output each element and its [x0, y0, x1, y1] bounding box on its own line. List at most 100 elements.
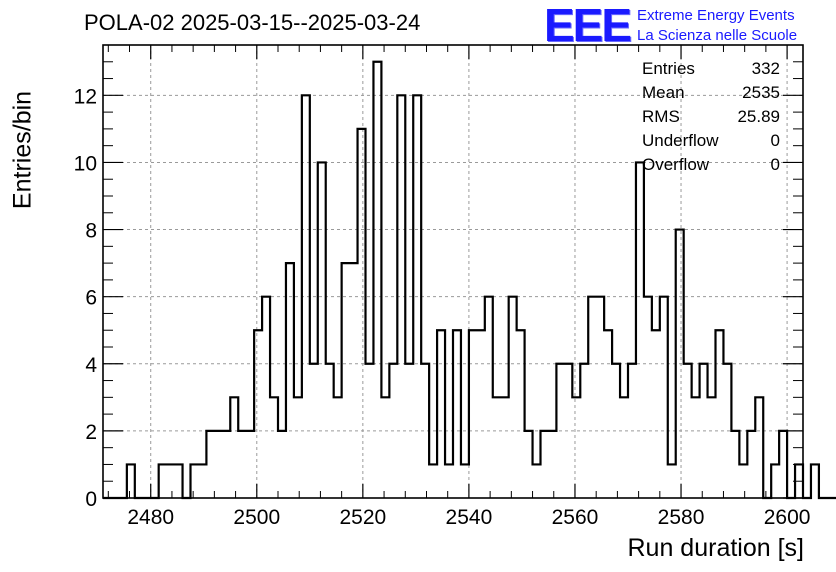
- y-tick-label: 2: [85, 421, 97, 444]
- histogram-bin: [525, 431, 533, 498]
- histogram-bin: [652, 330, 660, 498]
- histogram-bin: [342, 263, 350, 498]
- histogram-bin: [485, 297, 493, 498]
- histogram-bin: [636, 162, 644, 498]
- stat-label-overflow: Overflow: [642, 155, 710, 174]
- histogram-bin: [334, 397, 342, 498]
- histogram-bin: [747, 431, 755, 498]
- grid-lines: [103, 45, 803, 498]
- histogram-bin: [604, 330, 612, 498]
- y-tick-label: 4: [85, 354, 97, 377]
- histogram-bin: [294, 397, 302, 498]
- histogram-bin: [358, 129, 366, 498]
- x-tick-label: 2580: [658, 506, 705, 529]
- y-tick-label: 0: [85, 488, 97, 511]
- stats-box: Entries 332 Mean 2535 RMS 25.89 Underflo…: [642, 58, 780, 178]
- histogram-bin: [373, 62, 381, 498]
- histogram-bin: [350, 263, 358, 498]
- y-axis-title: Entries/bin: [8, 90, 37, 210]
- histogram-bin: [159, 464, 167, 498]
- x-tick-label: 2480: [127, 506, 174, 529]
- y-tick-label: 10: [74, 152, 97, 175]
- histogram-bin: [588, 297, 596, 498]
- histogram-bin: [708, 397, 716, 498]
- histogram-step-line: [103, 60, 836, 500]
- chart-title: POLA-02 2025-03-15--2025-03-24: [84, 10, 421, 35]
- histogram-bin: [660, 297, 668, 498]
- y-tick-label: 6: [85, 287, 97, 310]
- histogram-bin: [206, 431, 214, 498]
- histogram-bin: [437, 330, 445, 498]
- y-axis-title-box: Entries/bin: [8, 91, 38, 209]
- stat-row-overflow: Overflow 0: [642, 154, 780, 178]
- histogram-bin: [254, 330, 262, 498]
- axis-ticks: [103, 44, 803, 499]
- histogram-bin: [771, 464, 779, 498]
- x-tick-label: 2540: [446, 506, 493, 529]
- histogram-bin: [238, 431, 246, 498]
- stat-row-rms: RMS 25.89: [642, 106, 780, 130]
- stat-value-underflow: 0: [770, 131, 780, 150]
- eee-logo-mark: EEE: [544, 0, 632, 51]
- histogram-bin: [230, 397, 238, 498]
- x-tick-label: 2500: [233, 506, 280, 529]
- histogram-bin: [278, 431, 286, 498]
- histogram-bin: [739, 464, 747, 498]
- histogram-bin: [198, 464, 206, 498]
- logo-line-1: Extreme Energy Events: [637, 7, 795, 24]
- histogram-bin: [716, 330, 724, 498]
- histogram-bin: [501, 397, 509, 498]
- histogram-bin: [644, 297, 652, 498]
- stat-value-overflow: 0: [770, 155, 780, 174]
- x-tick-label: 2600: [764, 506, 811, 529]
- stat-label-underflow: Underflow: [642, 131, 719, 150]
- y-tick-label: 8: [85, 220, 97, 243]
- histogram-bin: [509, 297, 517, 498]
- histogram-bin: [429, 464, 437, 498]
- histogram-bin: [214, 431, 222, 498]
- x-tick-label: 2560: [552, 506, 599, 529]
- stat-value-mean: 2535: [742, 83, 780, 102]
- histogram-bin: [453, 330, 461, 498]
- x-tick-label: 2520: [339, 506, 386, 529]
- stat-label-entries: Entries: [642, 59, 695, 78]
- logo-line-2: La Scienza nelle Scuole: [637, 27, 798, 44]
- histogram-bin: [286, 263, 294, 498]
- histogram-bin: [461, 464, 469, 498]
- histogram-bin: [668, 464, 676, 498]
- stat-row-mean: Mean 2535: [642, 82, 780, 106]
- histogram-bin: [127, 464, 135, 498]
- histogram-bin: [262, 297, 270, 498]
- histogram-bin: [533, 464, 541, 498]
- histogram-bin: [270, 397, 278, 498]
- stat-value-entries: 332: [751, 59, 780, 78]
- histogram-series: [103, 60, 836, 500]
- histogram-bin: [811, 464, 819, 498]
- stat-value-rms: 25.89: [737, 107, 780, 126]
- histogram-bin: [493, 397, 501, 498]
- stat-label-mean: Mean: [642, 83, 685, 102]
- histogram-bin: [318, 162, 326, 498]
- histogram-bin: [469, 330, 477, 498]
- histogram-bin: [381, 397, 389, 498]
- plot-frame: [102, 44, 804, 499]
- histogram-bin: [167, 464, 175, 498]
- histogram-bin: [246, 431, 254, 498]
- histogram-bin: [755, 397, 763, 498]
- histogram-bin: [541, 431, 549, 498]
- histogram-bin: [445, 464, 453, 498]
- histogram-bin: [731, 431, 739, 498]
- histogram-bin: [779, 431, 787, 498]
- stat-label-rms: RMS: [642, 107, 680, 126]
- histogram-bin: [692, 397, 700, 498]
- tick-labels: 2480 2500 2520 2540 2560 2580 2600 0 2 4 6 8 10 12: [74, 85, 811, 529]
- histogram-bin: [175, 464, 183, 498]
- histogram-bin: [517, 330, 525, 498]
- y-tick-label: 12: [74, 85, 97, 108]
- histogram-bin: [477, 330, 485, 498]
- histogram-bin: [620, 397, 628, 498]
- x-axis-title: Run duration [s]: [627, 534, 805, 562]
- histogram-bin: [572, 397, 580, 498]
- histogram-bin: [222, 431, 230, 498]
